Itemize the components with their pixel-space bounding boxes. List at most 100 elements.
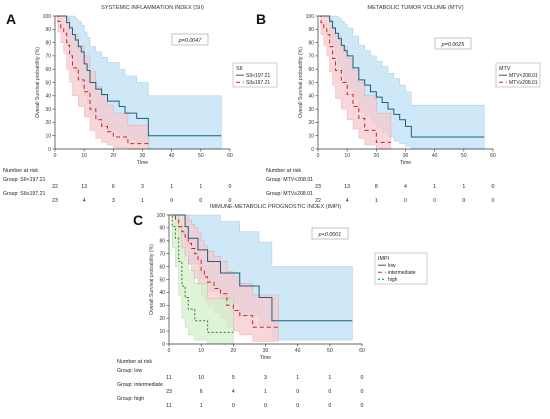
p-value-frame bbox=[171, 33, 209, 46]
risk-count: 0 bbox=[199, 198, 202, 204]
x-tick-label: 40 bbox=[169, 153, 175, 159]
risk-row-label: Group: MTV<208.01 bbox=[266, 177, 313, 183]
x-axis-label: Time bbox=[260, 355, 271, 361]
y-tick-label: 70 bbox=[45, 54, 51, 60]
survival-line-0 bbox=[318, 15, 485, 138]
y-tick-label: 20 bbox=[159, 316, 165, 322]
risk-count: 1 bbox=[199, 184, 202, 190]
p-value-text: p=0.0047 bbox=[178, 38, 203, 44]
risk-row-label: Group: SII≥197.21 bbox=[3, 191, 45, 197]
risk-count: 1 bbox=[328, 375, 331, 381]
risk-count: 0 bbox=[361, 403, 364, 409]
y-tick-label: 70 bbox=[308, 54, 314, 60]
x-tick-label: 50 bbox=[461, 153, 467, 159]
y-tick-label: 40 bbox=[45, 94, 51, 100]
legend-entry: SII<197.21 bbox=[246, 73, 271, 79]
y-tick-label: 70 bbox=[159, 252, 165, 258]
risk-table-title: Number at risk bbox=[266, 168, 301, 174]
survival-line-1 bbox=[169, 214, 279, 328]
p-value-box: p=0.0025 bbox=[434, 37, 472, 50]
y-tick-label: 80 bbox=[159, 239, 165, 245]
risk-count: 1 bbox=[433, 184, 436, 190]
y-axis-label: Overall Survival probability (%) bbox=[149, 244, 155, 315]
p-value-box: p<0.0001 bbox=[311, 227, 349, 240]
risk-count: 0 bbox=[328, 389, 331, 395]
x-tick-label: 10 bbox=[344, 153, 350, 159]
y-tick-label: 10 bbox=[45, 134, 51, 140]
y-tick-label: 0 bbox=[162, 342, 165, 348]
x-tick-label: 30 bbox=[140, 153, 146, 159]
p-value-box: p=0.0047 bbox=[171, 33, 209, 46]
legend-title: MTV bbox=[499, 66, 511, 72]
risk-count: 0 bbox=[170, 198, 173, 204]
risk-count: 1 bbox=[264, 389, 267, 395]
x-axis-label: Time bbox=[400, 160, 411, 166]
risk-count: 4 bbox=[404, 184, 407, 190]
risk-count: 23 bbox=[315, 184, 321, 190]
risk-count: 11 bbox=[166, 403, 171, 409]
y-tick-label: 40 bbox=[159, 290, 165, 296]
x-tick-label: 10 bbox=[81, 153, 87, 159]
x-tick-label: 60 bbox=[359, 348, 365, 354]
x-tick-label: 20 bbox=[231, 348, 237, 354]
risk-count: 22 bbox=[315, 198, 321, 204]
panel-letter: B bbox=[256, 11, 266, 27]
chart-title: IMMUNE-METABOLIC PROGNOSTIC INDEX (IMPI) bbox=[210, 204, 341, 210]
risk-count: 1 bbox=[462, 184, 465, 190]
y-tick-label: 80 bbox=[45, 40, 51, 46]
x-tick-label: 50 bbox=[327, 348, 333, 354]
chart-title: METABOLIC TUMOR VOLUME (MTV) bbox=[367, 5, 463, 11]
p-value-frame bbox=[311, 227, 349, 240]
risk-count: 0 bbox=[404, 198, 407, 204]
y-tick-label: 90 bbox=[45, 27, 51, 33]
legend-title: IMPI bbox=[378, 256, 389, 262]
y-tick-label: 20 bbox=[45, 120, 51, 126]
risk-row-label: Group: low bbox=[117, 368, 142, 374]
y-tick-label: 60 bbox=[308, 67, 314, 73]
p-value-text: p=0.0025 bbox=[441, 42, 466, 48]
risk-count: 0 bbox=[264, 403, 267, 409]
survival-line-1 bbox=[318, 15, 391, 143]
risk-count: 4 bbox=[232, 389, 235, 395]
y-axis-label: Overall Survival probability (%) bbox=[298, 47, 304, 118]
y-tick-label: 90 bbox=[308, 27, 314, 33]
risk-count: 0 bbox=[328, 403, 331, 409]
y-tick-label: 0 bbox=[311, 147, 314, 153]
risk-count: 0 bbox=[296, 403, 299, 409]
risk-count: 6 bbox=[112, 184, 115, 190]
risk-count: 1 bbox=[296, 375, 299, 381]
risk-count: 11 bbox=[166, 375, 171, 381]
p-value-frame bbox=[434, 37, 472, 50]
p-value-text: p<0.0001 bbox=[318, 232, 342, 238]
x-tick-label: 40 bbox=[295, 348, 301, 354]
risk-count: 13 bbox=[81, 184, 87, 190]
risk-row-label: Group: SII<197.21 bbox=[3, 177, 46, 183]
risk-count: 3 bbox=[112, 198, 115, 204]
risk-count: 4 bbox=[83, 198, 86, 204]
risk-count: 0 bbox=[361, 375, 364, 381]
risk-count: 23 bbox=[166, 389, 172, 395]
risk-count: 3 bbox=[141, 184, 144, 190]
risk-count: 5 bbox=[232, 375, 235, 381]
legend-entry: high bbox=[388, 277, 398, 283]
risk-count: 13 bbox=[344, 184, 350, 190]
y-tick-label: 0 bbox=[48, 147, 51, 153]
x-tick-label: 30 bbox=[403, 153, 409, 159]
x-tick-label: 0 bbox=[54, 153, 57, 159]
risk-table-title: Number at risk bbox=[3, 168, 38, 174]
x-axis-label: Time bbox=[137, 160, 148, 166]
legend-entry: low bbox=[388, 263, 396, 269]
risk-count: 1 bbox=[170, 184, 173, 190]
risk-count: 0 bbox=[361, 389, 364, 395]
risk-count: 3 bbox=[264, 375, 267, 381]
chart-title: SYSTEMIC INFLAMMATION INDEX (SII) bbox=[101, 5, 204, 11]
risk-count: 1 bbox=[141, 198, 144, 204]
y-tick-label: 50 bbox=[159, 277, 165, 283]
x-tick-label: 0 bbox=[168, 348, 171, 354]
risk-row-label: Group: intermediate bbox=[117, 382, 163, 388]
